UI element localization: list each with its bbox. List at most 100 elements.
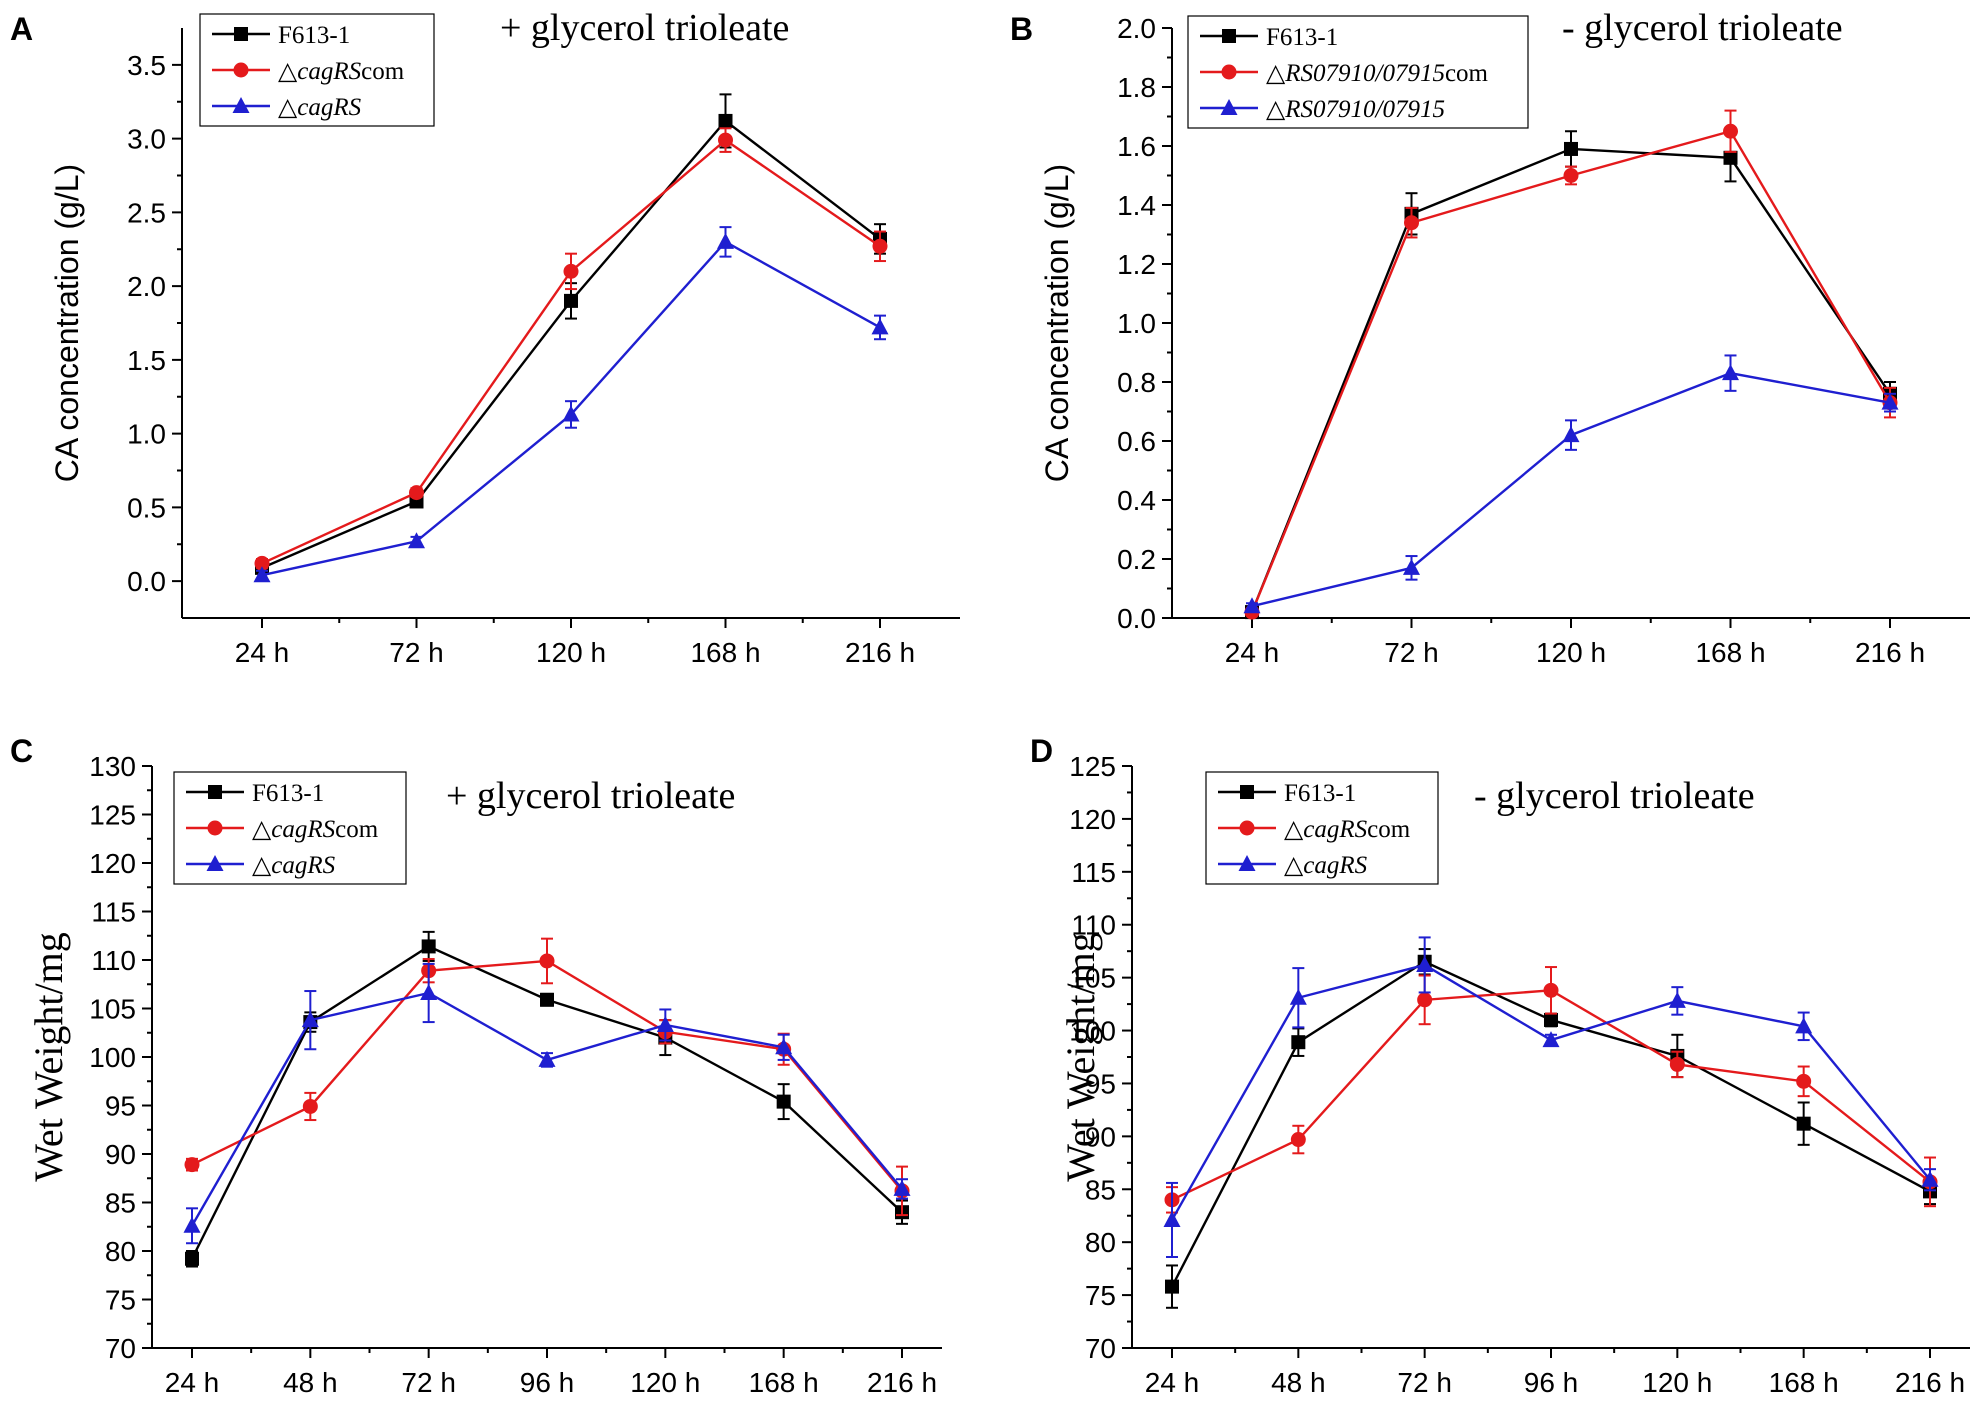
y-tick-label: 1.8 <box>1117 72 1156 103</box>
y-tick-label: 0.6 <box>1117 426 1156 457</box>
chart-title: + glycerol trioleate <box>500 7 789 49</box>
y-tick-label: 1.6 <box>1117 131 1156 162</box>
legend-entry: F613-1 <box>1284 780 1356 807</box>
legend-entry: △cagRS <box>1284 852 1368 879</box>
legend-entry-italic: cagRS <box>1303 816 1367 843</box>
x-tick-label: 120 h <box>630 1367 700 1398</box>
y-tick-label: 70 <box>105 1333 136 1364</box>
data-point <box>562 405 580 422</box>
panel-label: B <box>1010 11 1033 47</box>
data-point <box>1796 1116 1811 1131</box>
chart-title: + glycerol trioleate <box>446 775 735 817</box>
data-point <box>776 1094 791 1109</box>
x-tick-label: 72 h <box>389 637 444 668</box>
data-point <box>718 113 733 128</box>
data-point <box>183 1216 201 1233</box>
panel-label: C <box>10 733 33 769</box>
data-point <box>775 1038 793 1055</box>
y-tick-label: 120 <box>1069 804 1116 835</box>
data-point <box>538 1050 556 1067</box>
data-point <box>1243 597 1261 614</box>
legend-entry-prefix: △ <box>1284 852 1304 879</box>
legend-entry-prefix: F613-1 <box>278 22 350 49</box>
x-tick-label: 24 h <box>235 637 290 668</box>
y-tick-label: 1.2 <box>1117 249 1156 280</box>
data-point <box>185 1251 199 1266</box>
data-point <box>656 1015 674 1032</box>
legend-entry-prefix: △ <box>278 58 298 85</box>
legend-swatch-marker <box>1240 785 1254 799</box>
y-tick-label: 105 <box>89 994 136 1025</box>
legend-entry: △cagRScom <box>278 58 405 85</box>
data-point <box>1795 1017 1813 1034</box>
data-point <box>564 293 578 308</box>
y-tick-label: 75 <box>105 1285 136 1316</box>
legend-swatch-marker <box>232 97 250 113</box>
y-axis-label: CA concentration (g/L) <box>1039 164 1075 482</box>
legend: F613-1△cagRScom△cagRS <box>173 771 407 885</box>
data-point <box>302 1098 318 1114</box>
data-point <box>420 983 438 1000</box>
legend-entry-prefix: △ <box>1284 816 1304 843</box>
data-point <box>1563 168 1579 183</box>
series-1 <box>1164 966 1938 1214</box>
panel-a: 0.0 0.5 1.0 1.5 2.0 2.5 3.0 3.5 24 h 72 h 120 h 168… <box>10 7 960 668</box>
y-tick-label: 115 <box>91 897 136 928</box>
data-point <box>1417 992 1433 1008</box>
legend-entry-prefix: △ <box>278 94 298 121</box>
y-tick-label: 3.5 <box>127 50 166 81</box>
legend-swatch-marker <box>233 62 249 78</box>
data-point <box>563 263 579 279</box>
series-line <box>261 138 881 565</box>
data-point <box>1669 1056 1685 1072</box>
data-point <box>872 238 888 254</box>
y-tick-label: 100 <box>89 1042 136 1073</box>
series-line <box>261 119 881 569</box>
legend-entry-prefix: F613-1 <box>1266 24 1338 51</box>
legend-entry: F613-1 <box>278 22 350 49</box>
data-point <box>1165 1279 1179 1294</box>
y-tick-label: 0.5 <box>127 492 166 523</box>
legend-entry-prefix: F613-1 <box>1284 780 1356 807</box>
y-tick-label: 0.2 <box>1117 544 1156 575</box>
legend-entry-prefix: △ <box>252 852 272 879</box>
x-tick-label: 24 h <box>165 1367 220 1398</box>
legend-entry: △cagRScom <box>1284 816 1411 843</box>
y-tick-label: 100 <box>1069 1016 1116 1047</box>
y-tick-label: 130 <box>89 751 136 782</box>
y-tick-label: 125 <box>89 800 136 831</box>
data-point <box>253 566 271 583</box>
y-tick-label: 90 <box>1085 1121 1116 1152</box>
y-tick-label: 95 <box>105 1091 136 1122</box>
series-2 <box>183 962 911 1245</box>
panel-b: 0.0 0.2 0.4 0.6 0.8 1.0 1.2 1.4 1.6 1.8 2.0 24 h 72 … <box>1010 7 1970 668</box>
legend-entry-prefix: F613-1 <box>252 780 324 807</box>
legend-swatch-marker <box>234 27 248 41</box>
y-tick-label: 115 <box>1071 857 1116 888</box>
data-point <box>1291 1035 1306 1050</box>
series-0 <box>1245 130 1897 620</box>
data-point <box>717 232 734 249</box>
x-tick-label: 168 h <box>690 637 760 668</box>
y-tick-label: 3.0 <box>127 124 166 155</box>
x-tick-label: 96 h <box>520 1367 575 1398</box>
x-tick-label: 216 h <box>1855 637 1925 668</box>
y-tick-label: 2.0 <box>127 271 166 302</box>
data-point <box>1403 558 1420 575</box>
x-tick-label: 72 h <box>401 1367 456 1398</box>
y-tick-label: 125 <box>1069 751 1116 782</box>
series-0 <box>255 93 887 575</box>
y-tick-label: 95 <box>1085 1068 1116 1099</box>
legend-entry-prefix: △ <box>252 816 272 843</box>
series-1 <box>184 937 910 1217</box>
y-axis-label: CA concentration (g/L) <box>49 164 85 482</box>
legend: F613-1△cagRScom△cagRS <box>1205 771 1439 885</box>
data-point <box>1723 150 1738 165</box>
data-point <box>893 1179 911 1196</box>
data-point <box>254 555 270 571</box>
legend-entry: △cagRS <box>278 94 362 121</box>
panel-label: A <box>10 11 33 47</box>
data-point <box>421 939 436 954</box>
legend-entry-suffix: com <box>335 816 379 843</box>
